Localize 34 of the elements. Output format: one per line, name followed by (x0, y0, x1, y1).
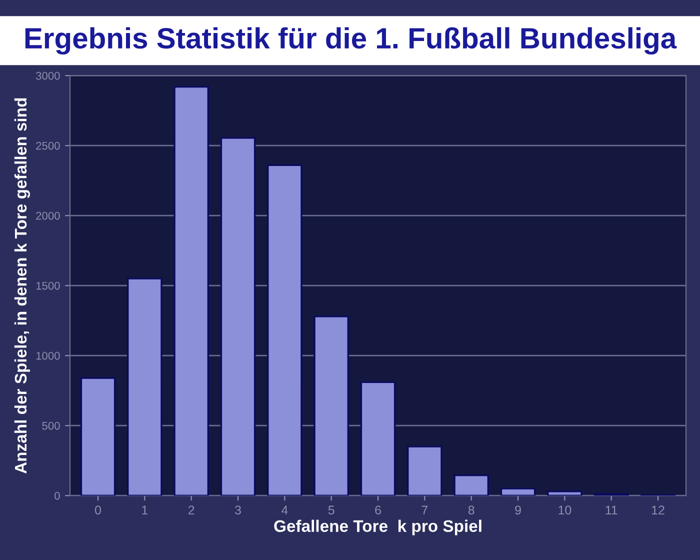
bar (500, 488, 536, 496)
bar (220, 137, 256, 496)
bar (127, 278, 162, 496)
bar (454, 474, 489, 496)
bar (360, 381, 396, 496)
y-axis-title: Anzahl der Spiele, in denen k Tore gefallen sind (14, 98, 30, 474)
x-tick-label: 4 (281, 506, 288, 514)
bar (267, 164, 302, 496)
x-tick-label: 6 (375, 506, 381, 515)
x-tick-label: 8 (468, 506, 474, 515)
y-tick-label: 2500 (36, 142, 60, 150)
x-tick-label: 5 (328, 506, 334, 515)
bar (547, 490, 582, 496)
x-tick-label: 2 (188, 506, 194, 514)
x-tick-label: 1 (142, 506, 148, 514)
y-tick-label: 1500 (36, 282, 60, 290)
x-tick-label: 9 (515, 506, 521, 515)
y-tick-label: 500 (42, 422, 60, 430)
x-axis-title: Gefallene Tore k pro Spiel (274, 520, 482, 536)
bar (174, 86, 209, 496)
x-tick-label: 7 (422, 506, 428, 514)
y-tick-label: 2000 (36, 212, 60, 220)
y-tick-label: 3000 (36, 72, 60, 80)
x-tick-label: 3 (235, 506, 241, 515)
x-tick-label: 0 (95, 506, 101, 515)
y-tick-label: 1000 (36, 352, 60, 360)
bar (314, 316, 349, 496)
x-tick-label: 12 (652, 506, 664, 514)
bar (80, 377, 116, 496)
y-tick-label: 0 (54, 492, 60, 500)
x-tick-label: 11 (606, 506, 618, 514)
bar (407, 446, 442, 496)
chart-title: Ergebnis Statistik für die 1. Fußball Bundesliga (25, 27, 677, 55)
x-tick-label: 10 (558, 506, 572, 515)
